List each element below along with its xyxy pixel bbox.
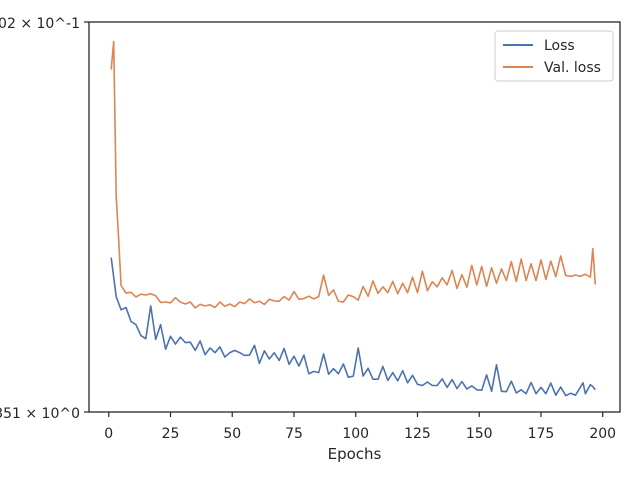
x-tick-label-75: 75: [285, 426, 303, 442]
x-tick-label-125: 125: [404, 426, 431, 442]
x-tick-label-25: 25: [162, 426, 180, 442]
x-tick-label-200: 200: [589, 426, 616, 442]
series-line-val-loss: [110, 40, 597, 309]
x-axis-label: Epochs: [328, 445, 382, 463]
x-tick-label-100: 100: [342, 426, 369, 442]
legend-label-val-loss: Val. loss: [544, 60, 601, 76]
y-tick-label-bottom: 351 × 10^0: [0, 406, 80, 422]
x-axis: 0 25 50 75 100 125 150 175 200: [104, 412, 616, 442]
legend-label-loss: Loss: [544, 38, 575, 54]
plot-area-frame: [88, 21, 621, 413]
x-tick-label-0: 0: [104, 426, 113, 442]
legend: Loss Val. loss: [494, 30, 614, 82]
y-axis: 602 × 10^-1 351 × 10^0: [0, 16, 89, 422]
x-tick-label-50: 50: [223, 426, 241, 442]
legend-box: [494, 30, 614, 82]
y-tick-label-top: 602 × 10^-1: [0, 16, 80, 32]
plot-lines: [110, 40, 597, 397]
x-tick-label-150: 150: [466, 426, 493, 442]
x-tick-label-175: 175: [528, 426, 555, 442]
series-line-loss: [110, 257, 596, 397]
